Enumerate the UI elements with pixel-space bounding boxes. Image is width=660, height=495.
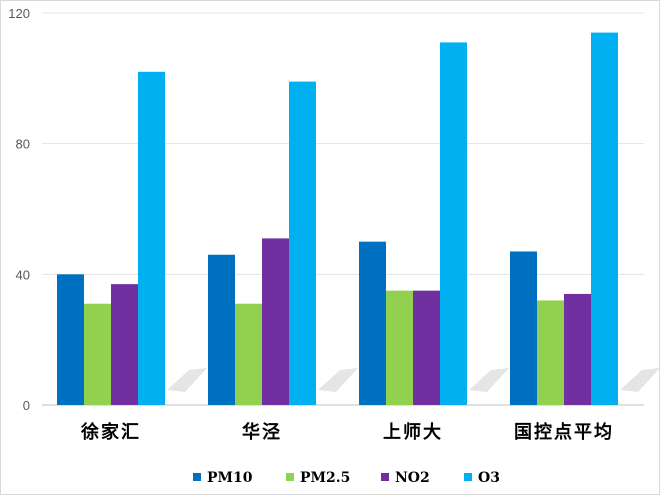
bar — [564, 293, 591, 405]
bar-group — [359, 42, 467, 406]
legend-swatch — [286, 473, 294, 481]
bar — [440, 42, 467, 406]
bar — [510, 251, 537, 405]
x-tick-label: 上师大 — [383, 421, 443, 443]
bar — [57, 274, 84, 405]
bar-group — [208, 81, 316, 405]
legend: PM10 PM2.5 NO2 O3 — [193, 470, 500, 486]
bar — [413, 290, 440, 405]
legend-label: NO2 — [395, 470, 430, 486]
legend-swatch — [193, 473, 201, 481]
bar — [84, 303, 111, 405]
bar — [359, 241, 386, 405]
bar — [591, 32, 618, 405]
bar-group — [510, 32, 618, 405]
bar — [235, 303, 262, 405]
x-tick-label: 徐家汇 — [80, 421, 141, 443]
y-tick-label: 0 — [23, 398, 30, 413]
legend-item: NO2 — [381, 470, 430, 486]
bar — [289, 81, 316, 405]
legend-swatch — [381, 473, 389, 481]
bar — [111, 284, 138, 405]
legend-swatch — [464, 473, 472, 481]
y-tick-label: 40 — [16, 267, 30, 282]
bar — [386, 290, 413, 405]
bar-shadow — [167, 368, 207, 392]
legend-item: O3 — [464, 470, 500, 486]
legend-label: PM2.5 — [300, 470, 350, 486]
y-tick-label: 80 — [16, 137, 30, 152]
legend-item: PM2.5 — [286, 470, 350, 486]
bar — [262, 238, 289, 405]
bar-shadow — [469, 368, 509, 392]
legend-label: O3 — [478, 470, 500, 486]
bar — [208, 254, 235, 405]
bar-shadow — [318, 368, 358, 392]
legend-label: PM10 — [207, 470, 253, 486]
floor-shadows — [167, 368, 660, 392]
bar-shadow — [620, 368, 660, 392]
x-tick-label: 国控点平均 — [514, 421, 614, 443]
legend-item: PM10 — [193, 470, 253, 486]
bar — [537, 300, 564, 405]
y-tick-label: 120 — [8, 6, 30, 21]
bar-group — [57, 71, 165, 406]
x-tick-label: 华泾 — [242, 421, 282, 443]
bar — [138, 71, 165, 406]
